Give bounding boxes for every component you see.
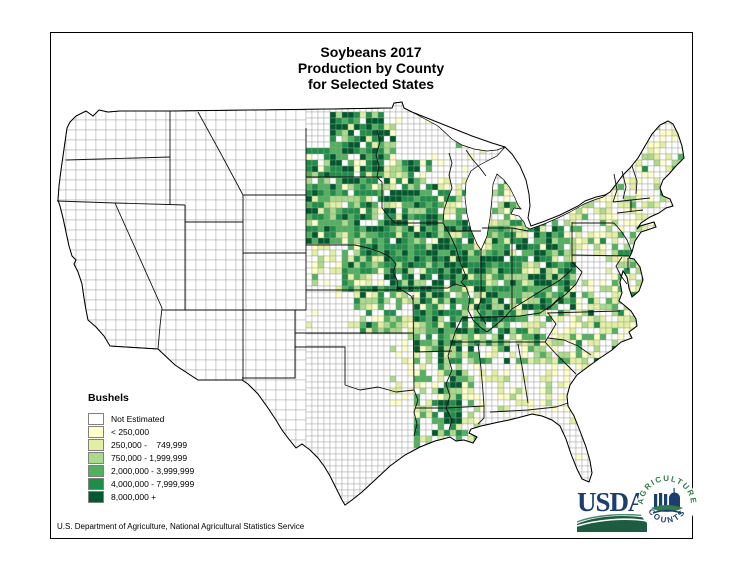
legend-swatch (88, 438, 104, 451)
title-line-1: Soybeans 2017 (320, 44, 422, 60)
legend-label: 8,000,000 + (111, 491, 157, 502)
legend-item: < 250,000 (88, 425, 194, 438)
agriculture-counts-seal: AGRICULTURE COUNTS (637, 473, 697, 531)
legend-label: 4,000,000 - 7,999,999 (111, 478, 195, 489)
usda-logo: USDA (576, 487, 648, 537)
seal-building-icon (651, 488, 683, 514)
legend-swatch (88, 451, 104, 464)
title-line-2: Production by County (297, 60, 445, 76)
legend-swatch (88, 412, 104, 425)
legend-label: < 250,000 (111, 426, 150, 437)
legend-item: 250,000 - 749,999 (88, 438, 194, 451)
legend-label: 750,000 - 1,999,999 (111, 452, 188, 463)
frame-border (50, 32, 693, 539)
footer-credit: U.S. Department of Agriculture, National… (57, 522, 305, 531)
title-line-3: for Selected States (307, 76, 435, 92)
legend-swatch (88, 425, 104, 438)
legend-item: 2,000,000 - 3,999,999 (88, 464, 194, 477)
legend-swatch (88, 464, 104, 477)
map-title: Soybeans 2017 Production by County for S… (50, 44, 692, 92)
legend-swatch (88, 490, 104, 503)
legend-label: 250,000 - 749,999 (111, 439, 188, 450)
usda-wordmark: USDA (577, 487, 648, 517)
state-borders (56, 111, 651, 437)
legend: Bushels Not Estimated < 250,000 250,000 - … (88, 392, 194, 503)
legend-item: 750,000 - 1,999,999 (88, 451, 194, 464)
legend-item: Not Estimated (88, 412, 194, 425)
national-border (57, 101, 685, 506)
legend-swatch (88, 477, 104, 490)
legend-item: 4,000,000 - 7,999,999 (88, 477, 194, 490)
usda-swoosh-icon (576, 513, 648, 532)
legend-items: Not Estimated < 250,000 250,000 - 749,999 7… (88, 412, 194, 503)
legend-title: Bushels (88, 392, 129, 404)
legend-label: Not Estimated (111, 413, 165, 424)
legend-label: 2,000,000 - 3,999,999 (111, 465, 195, 476)
legend-item: 8,000,000 + (88, 490, 194, 503)
